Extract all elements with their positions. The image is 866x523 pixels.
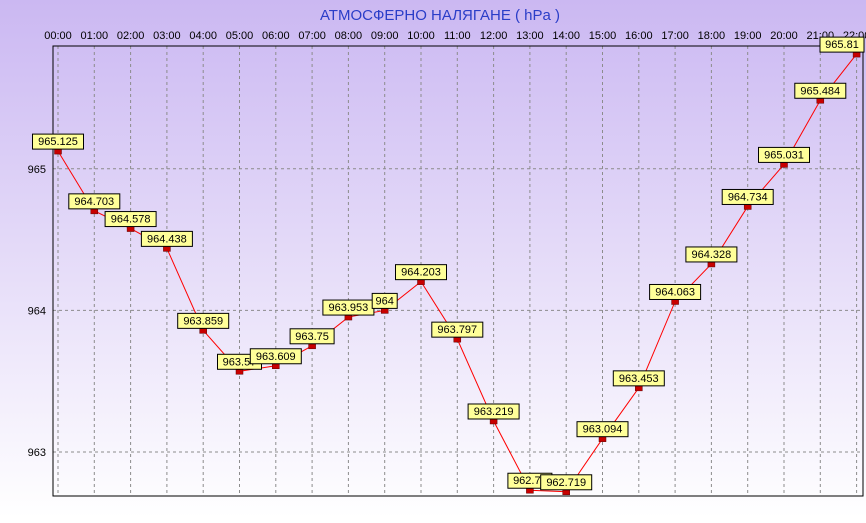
x-tick-label: 20:00: [770, 30, 798, 42]
data-label: 964.734: [721, 188, 774, 205]
data-label-text: 963.453: [619, 373, 659, 385]
data-label-text: 965.484: [800, 85, 840, 97]
data-label-box: [177, 312, 230, 329]
data-label-text: 963.219: [474, 406, 514, 418]
x-tick-label: 09:00: [371, 30, 399, 42]
x-tick-label: 14:00: [552, 30, 580, 42]
data-label: 963.75: [289, 328, 335, 345]
x-tick-label: 17:00: [661, 30, 689, 42]
data-label-box: [371, 292, 398, 309]
data-label: 965.81: [819, 36, 865, 53]
data-label-text: 963.094: [583, 424, 623, 436]
data-label-text: 964.578: [111, 214, 151, 226]
data-label-text: 965.031: [764, 149, 804, 161]
x-tick-label: 18:00: [698, 30, 726, 42]
data-label: 963.609: [249, 348, 302, 365]
x-axis-tick-labels: 00:00 01:00 02:00 03:00 04:00 05:00 06:00 07:00…: [44, 30, 866, 42]
data-label-text: 963.75: [295, 331, 329, 343]
data-label-box: [649, 283, 702, 300]
data-label-text: 964: [376, 295, 394, 307]
data-label-box: [395, 264, 447, 281]
data-label-text: 963.609: [256, 351, 296, 363]
data-label-box: [612, 370, 665, 387]
data-label-text: 963.859: [183, 315, 223, 327]
data-label-text: 963.953: [329, 302, 369, 314]
data-label-text: 964.438: [147, 233, 187, 245]
x-tick-label: 03:00: [153, 30, 181, 42]
x-tick-label: 08:00: [335, 30, 363, 42]
data-label-text: 962.73: [513, 475, 547, 487]
x-tick-label: 06:00: [262, 30, 290, 42]
data-label-text: 962.719: [546, 477, 586, 489]
data-label: 964.328: [685, 246, 738, 263]
data-label-box: [685, 246, 738, 263]
data-label-box: [794, 82, 847, 99]
x-tick-label: 11:00: [444, 30, 471, 42]
data-label-box: [758, 146, 810, 163]
data-label-text: 964.328: [692, 249, 732, 261]
data-label-box: [467, 403, 520, 420]
data-label-text: 963.797: [437, 324, 477, 336]
data-label-box: [104, 211, 157, 228]
data-label: 963.859: [177, 312, 230, 329]
data-label-text: 965.125: [38, 136, 78, 148]
data-label-box: [540, 474, 593, 491]
data-label: 963.953: [322, 299, 375, 316]
x-tick-label: 07:00: [298, 30, 326, 42]
x-tick-label: 19:00: [734, 30, 762, 42]
chart-title: АТМОСФЕРНО НАЛЯГАНЕ ( hPa ): [320, 7, 560, 24]
data-label-text: 964.063: [655, 286, 695, 298]
x-tick-label: 13:00: [516, 30, 544, 42]
y-tick-label: 964: [28, 305, 46, 317]
data-label: 964: [371, 292, 398, 309]
x-tick-label: 05:00: [226, 30, 254, 42]
data-label-text: 964.734: [728, 191, 768, 203]
data-label: 965.031: [758, 146, 810, 163]
y-axis-tick-labels: 963 964 965: [28, 164, 46, 459]
data-label: 964.063: [649, 283, 702, 300]
data-label: 963.797: [431, 321, 484, 338]
data-labels: 965.125 964.703 964.578 964.438 963.859 963.5…: [32, 36, 865, 491]
data-label: 965.125: [32, 133, 84, 150]
x-tick-label: 10:00: [407, 30, 435, 42]
data-label: 964.578: [104, 211, 157, 228]
data-label: 964.438: [140, 230, 193, 247]
data-label: 963.219: [467, 403, 520, 420]
y-tick-label: 963: [28, 447, 46, 459]
data-label: 963.094: [576, 421, 629, 438]
x-tick-label: 12:00: [480, 30, 508, 42]
x-tick-label: 16:00: [625, 30, 653, 42]
data-label-box: [140, 230, 193, 247]
data-label-text: 964.203: [401, 267, 441, 279]
data-label-box: [68, 193, 121, 210]
x-tick-label: 04:00: [189, 30, 217, 42]
data-label-box: [431, 321, 484, 338]
x-tick-label: 02:00: [117, 30, 145, 42]
data-label: 964.203: [395, 264, 447, 281]
data-label-box: [576, 421, 629, 438]
data-label-box: [289, 328, 335, 345]
y-tick-label: 965: [28, 164, 46, 176]
x-tick-label: 00:00: [44, 30, 72, 42]
data-label-box: [819, 36, 865, 53]
data-label: 964.703: [68, 193, 121, 210]
plot-area-border: [52, 45, 864, 497]
data-label: 965.484: [794, 82, 847, 99]
data-label-text: 963.57: [223, 356, 257, 368]
data-label-box: [249, 348, 302, 365]
data-label-text: 964.703: [74, 196, 114, 208]
x-tick-label: 01:00: [81, 30, 109, 42]
x-tick-label: 15:00: [589, 30, 617, 42]
data-label-text: 965.81: [825, 39, 859, 51]
series-markers: [54, 50, 861, 496]
data-label-box: [32, 133, 84, 150]
data-label: 962.719: [540, 474, 593, 491]
data-label-box: [721, 188, 774, 205]
data-label: 963.453: [612, 370, 665, 387]
